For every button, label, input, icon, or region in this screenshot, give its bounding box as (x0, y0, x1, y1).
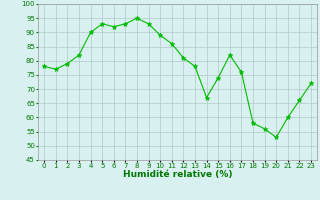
X-axis label: Humidité relative (%): Humidité relative (%) (123, 170, 232, 179)
